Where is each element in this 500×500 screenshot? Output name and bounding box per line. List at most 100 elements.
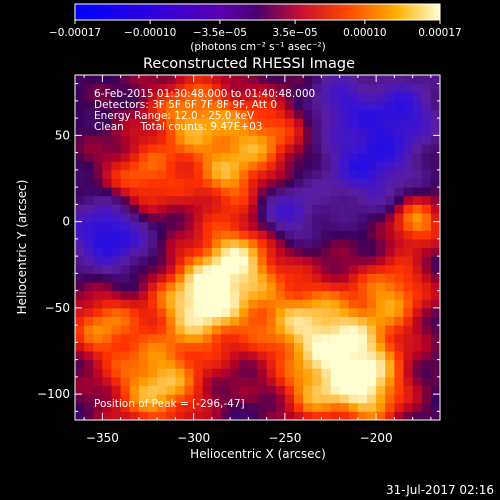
heatmap-cell (120, 394, 131, 404)
heatmap-cell (102, 264, 113, 274)
heatmap-cell (394, 100, 405, 111)
heatmap-cell (175, 411, 186, 421)
heatmap-cell (221, 109, 231, 119)
heatmap-cell (93, 256, 103, 266)
heatmap-cell (321, 264, 332, 274)
heatmap-cell (75, 126, 85, 136)
heatmap-cell (284, 204, 295, 214)
heatmap-cell (421, 290, 432, 300)
heatmap-cell (230, 118, 240, 128)
heatmap-cell (321, 161, 332, 171)
heatmap-cell (193, 118, 204, 128)
heatmap-cell (193, 290, 204, 300)
colorbar-tick-label: −0.00017 (49, 27, 101, 39)
heatmap-cell (376, 351, 386, 361)
heatmap-cell (339, 394, 350, 404)
heatmap-cell (412, 75, 423, 85)
heatmap-cell (75, 256, 85, 266)
heatmap-cell (148, 351, 158, 361)
heatmap-cell (102, 238, 113, 249)
heatmap-cell (102, 411, 113, 421)
heatmap-cell (357, 75, 368, 85)
heatmap-cell (257, 152, 268, 162)
heatmap-cell (129, 144, 140, 154)
heatmap-cell (93, 213, 103, 223)
heatmap-cell (102, 152, 113, 162)
heatmap-cell (211, 238, 222, 249)
heatmap-cell (385, 204, 395, 214)
heatmap-cell (230, 325, 240, 335)
heatmap-cell (221, 307, 231, 318)
heatmap-cell (211, 247, 222, 257)
heatmap-cell (138, 273, 149, 283)
heatmap-cell (266, 238, 277, 249)
heatmap-cell (138, 351, 149, 361)
heatmap-cell (421, 256, 432, 266)
heatmap-cell (403, 144, 414, 154)
heatmap-cell (294, 118, 304, 128)
heatmap-cell (421, 368, 432, 378)
heatmap-cell (385, 290, 395, 300)
heatmap-cell (120, 307, 131, 318)
heatmap-cell (193, 169, 204, 180)
heatmap-cell (430, 221, 441, 231)
heatmap-cell (111, 411, 122, 421)
heatmap-cell (239, 325, 249, 335)
heatmap-cell (211, 169, 222, 180)
heatmap-cell (84, 282, 94, 292)
y-tick-label: −50 (45, 301, 70, 315)
heatmap-cell (84, 333, 94, 343)
heatmap-cell (175, 238, 186, 249)
heatmap-cell (248, 152, 259, 162)
heatmap-cell (339, 152, 350, 162)
heatmap-cell (312, 316, 322, 326)
heatmap-cell (321, 169, 332, 180)
heatmap-cell (275, 204, 286, 214)
heatmap-cell (421, 342, 432, 352)
heatmap-cell (430, 144, 441, 154)
heatmap-cell (284, 385, 295, 395)
heatmap-cell (403, 282, 414, 292)
heatmap-cell (330, 195, 341, 205)
heatmap-cell (157, 385, 167, 395)
heatmap-cell (284, 273, 295, 283)
heatmap-cell (385, 230, 395, 240)
heatmap-cell (248, 359, 259, 369)
heatmap-cell (148, 195, 158, 205)
heatmap-cell (129, 316, 140, 326)
heatmap-cell (330, 152, 341, 162)
heatmap-cell (75, 282, 85, 292)
heatmap-cell (148, 394, 158, 404)
heatmap-cell (348, 126, 359, 136)
heatmap-cell (357, 290, 368, 300)
heatmap-cell (312, 83, 322, 93)
heatmap-cell (84, 394, 94, 404)
heatmap-cell (221, 402, 231, 412)
heatmap-cell (357, 118, 368, 128)
heatmap-cell (367, 282, 377, 292)
heatmap-cell (357, 144, 368, 154)
heatmap-cell (403, 368, 414, 378)
heatmap-cell (129, 307, 140, 318)
heatmap-cell (330, 247, 341, 257)
heatmap-cell (184, 126, 195, 136)
heatmap-cell (312, 264, 322, 274)
heatmap-cell (330, 118, 341, 128)
heatmap-cell (166, 178, 176, 188)
heatmap-cell (157, 333, 167, 343)
heatmap-cell (284, 109, 295, 119)
heatmap-cell (284, 144, 295, 154)
heatmap-cell (376, 264, 386, 274)
heatmap-cell (330, 92, 341, 102)
heatmap-cell (275, 351, 286, 361)
heatmap-cell (367, 247, 377, 257)
info-line-counts: Clean Total counts: 9.47E+03 (94, 121, 263, 133)
heatmap-cell (138, 402, 149, 412)
heatmap-cell (330, 221, 341, 231)
heatmap-cell (93, 359, 103, 369)
heatmap-cell (303, 213, 313, 223)
heatmap-cell (321, 385, 332, 395)
heatmap-cell (221, 333, 231, 343)
heatmap-cell (394, 402, 405, 412)
heatmap-cell (294, 411, 304, 421)
